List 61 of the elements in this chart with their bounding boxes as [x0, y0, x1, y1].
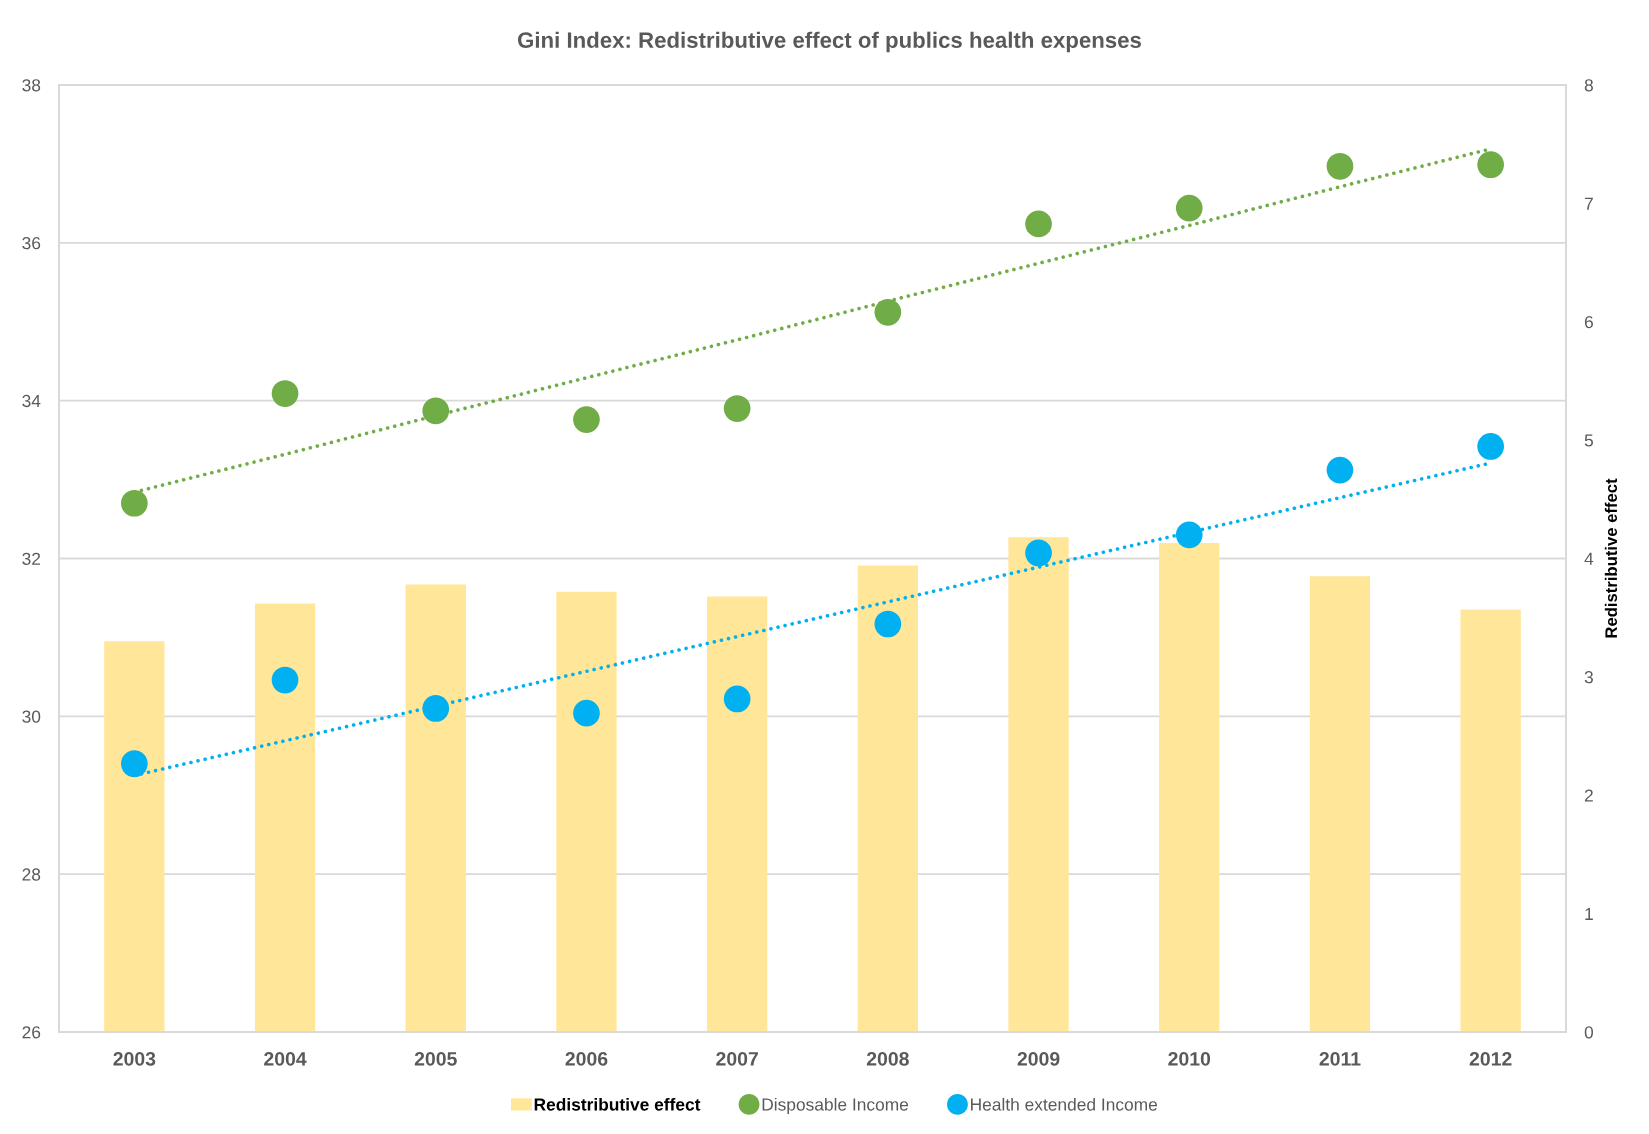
point	[1175, 194, 1203, 222]
bar	[707, 596, 768, 1032]
x-tick-label: 2007	[716, 1051, 758, 1066]
x-tick-label: 2004	[264, 1051, 307, 1066]
y2-axis-title: Redistributive effect	[1604, 478, 1618, 638]
point	[1175, 521, 1203, 549]
point	[1326, 456, 1354, 484]
x-tick-label: 2005	[414, 1051, 457, 1066]
point	[573, 699, 600, 727]
legend-label: Disposable Income	[762, 1097, 909, 1115]
y2-tick-label: 1	[1585, 907, 1593, 920]
y-tick-label: 26	[22, 1026, 41, 1039]
bar	[104, 641, 165, 1032]
x-tick-label: 2008	[866, 1051, 909, 1066]
point	[723, 685, 751, 713]
point	[120, 750, 148, 778]
y-tick-label: 34	[22, 394, 41, 408]
bar	[556, 591, 617, 1032]
legend-label: Redistributive effect	[534, 1097, 701, 1111]
point	[874, 610, 902, 638]
point	[1477, 151, 1505, 179]
point	[573, 406, 600, 433]
x-tick-label: 2011	[1319, 1051, 1361, 1066]
y2-tick-label: 2	[1584, 789, 1593, 802]
y2-tick-label: 8	[1584, 79, 1593, 92]
y-tick-label: 38	[22, 79, 41, 92]
x-tick-label: 2010	[1168, 1051, 1211, 1066]
y2-tick-label: 7	[1584, 197, 1593, 210]
bar	[1309, 576, 1371, 1032]
y2-tick-label: 4	[1584, 552, 1594, 565]
y2-tick-label: 0	[1584, 1026, 1594, 1039]
x-tick-label: 2012	[1469, 1051, 1512, 1066]
bar	[1460, 609, 1521, 1032]
bar	[1008, 537, 1069, 1032]
point	[1025, 539, 1052, 567]
y-tick-label: 32	[22, 552, 41, 565]
point	[271, 380, 299, 407]
y-tick-label: 30	[22, 710, 41, 723]
legend-label: Health extended Income	[971, 1097, 1158, 1111]
y2-tick-label: 6	[1584, 315, 1593, 329]
bar	[1159, 543, 1220, 1032]
point	[723, 395, 751, 422]
point	[422, 397, 450, 425]
y2-tick-label: 3	[1584, 671, 1593, 684]
y-tick-label: 36	[22, 237, 41, 250]
chart-title: Gini Index: Redistributive effect of publics health expenses	[517, 31, 1141, 53]
point	[1477, 433, 1505, 460]
point	[271, 666, 299, 694]
x-tick-label: 2003	[113, 1051, 156, 1066]
y2-tick-label: 5	[1584, 434, 1593, 447]
x-tick-label: 2009	[1017, 1051, 1060, 1066]
point	[422, 695, 450, 722]
bar	[254, 603, 316, 1032]
y-tick-label: 28	[22, 868, 41, 881]
bar	[405, 584, 466, 1032]
point	[120, 489, 148, 517]
bar	[857, 565, 918, 1032]
point	[1025, 210, 1052, 238]
point	[1326, 152, 1354, 180]
point	[874, 298, 902, 326]
x-tick-label: 2006	[565, 1051, 608, 1066]
